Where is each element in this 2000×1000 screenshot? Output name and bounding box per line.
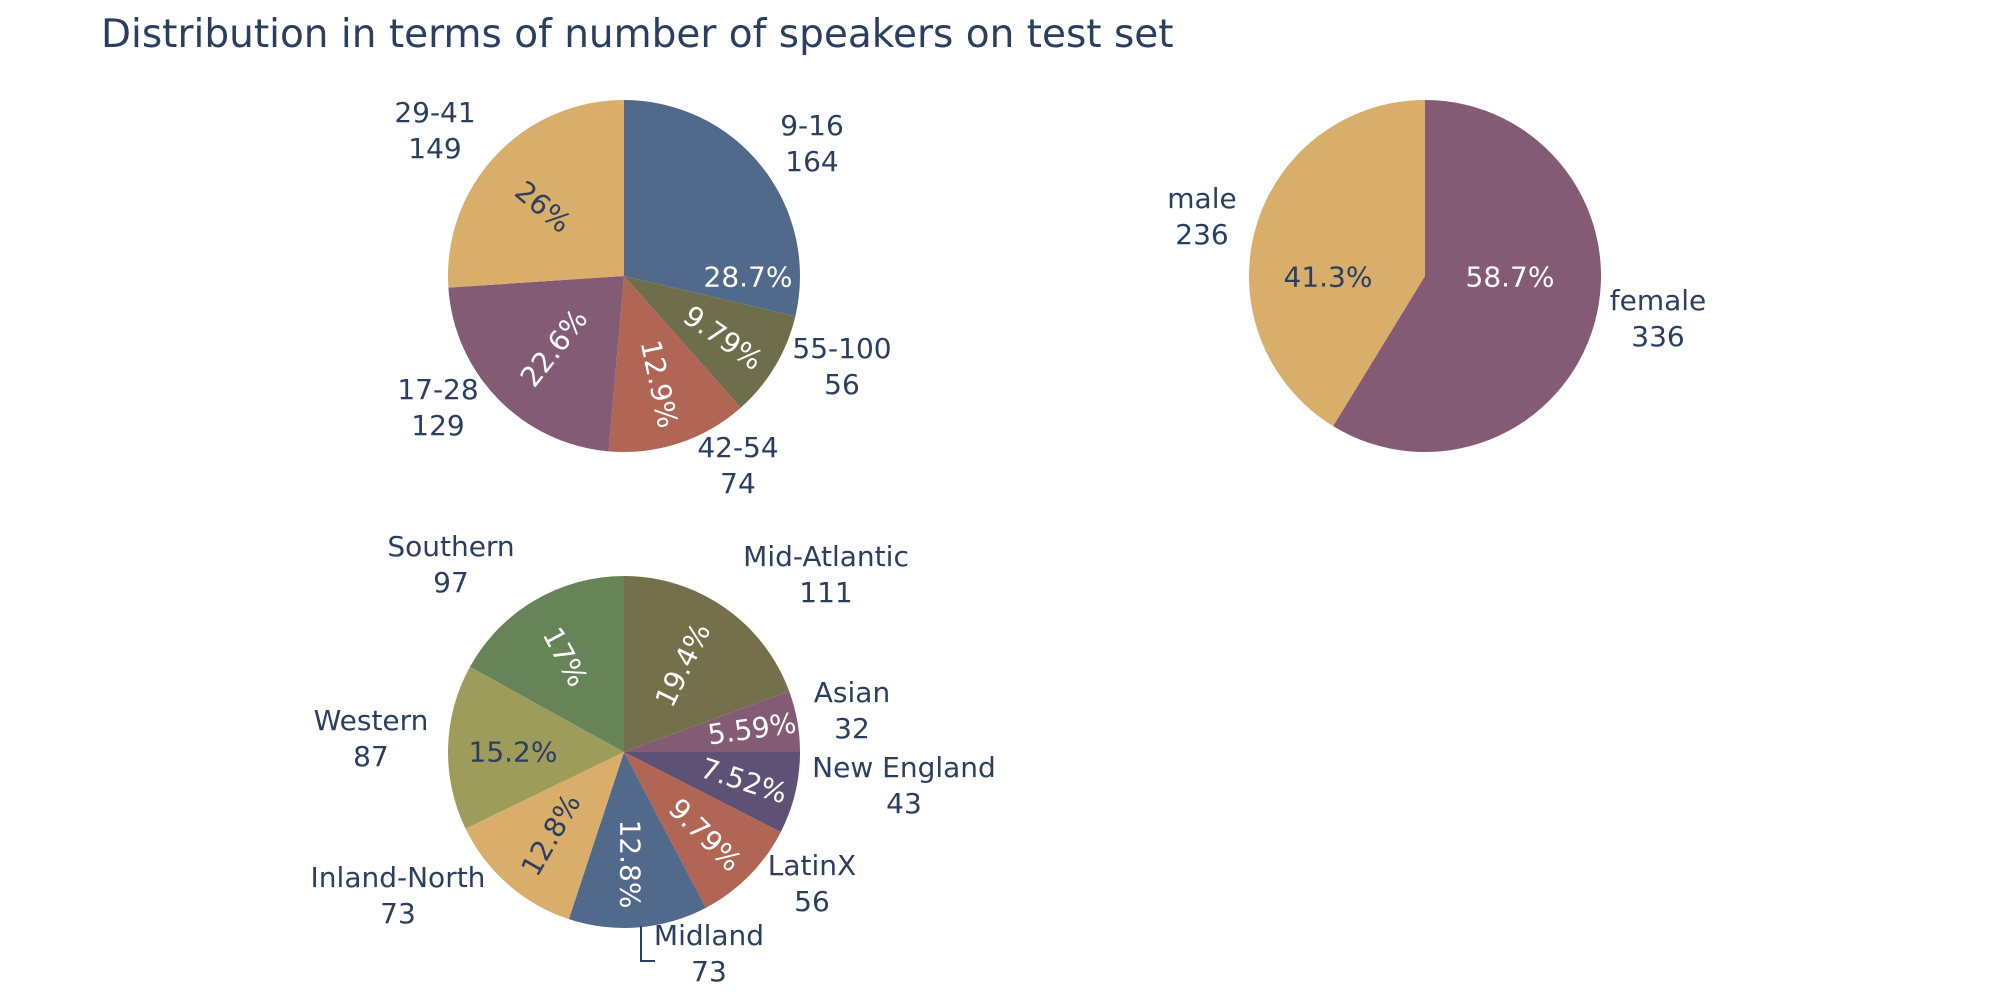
slice-label-name: Midland [654,919,764,952]
slice-label-29-41: 29-41 149 [394,96,475,165]
slice-label-value: 56 [794,885,830,918]
page-title: Distribution in terms of number of speak… [101,12,1174,57]
slice-label-asian: Asian 32 [814,676,890,745]
slice-label-name: Southern [387,530,514,563]
slice-label-value: 97 [433,566,469,599]
pie-slice-latinx[interactable] [624,752,781,908]
pie-slice-female[interactable] [1333,100,1601,452]
slice-label-name: female [1610,284,1707,317]
slice-label-value: 87 [353,740,389,773]
slice-label-value: 129 [411,409,464,442]
slice-label-name: 9-16 [780,109,844,142]
slice-label-male: male 236 [1167,182,1236,251]
slice-label-new-england: New England 43 [812,751,996,820]
pie-slice-55-100[interactable] [624,276,796,408]
slice-label-17-28: 17-28 129 [397,373,478,442]
pie-slice-9-16[interactable] [624,100,801,317]
slice-label-name: 29-41 [394,96,475,129]
slice-label-name: Western [314,704,429,737]
pie-chart-gender: 58.7% 41.3% female 336 male 236 [1167,100,1706,452]
slice-label-female: female 336 [1610,284,1707,353]
pie-slice-29-41[interactable] [448,99,624,288]
slice-percent-female: 58.7% [1466,261,1555,294]
slice-label-value: 164 [785,145,838,178]
slice-percent-western: 15.2% [469,736,558,769]
pie-slice-17-28[interactable] [448,276,624,452]
slice-label-name: Mid-Atlantic [743,540,909,573]
pie-slice-42-54[interactable] [608,276,741,452]
slice-label-name: 17-28 [397,373,478,406]
slice-label-value: 236 [1175,218,1228,251]
slice-label-value: 56 [824,368,860,401]
slice-label-name: LatinX [768,849,856,882]
slice-label-name: 42-54 [697,431,778,464]
slice-label-value: 111 [799,576,852,609]
slice-label-value: 336 [1631,320,1684,353]
slice-label-value: 32 [834,712,870,745]
slice-label-55-100: 55-100 56 [792,332,891,401]
pie-slice-inland-north[interactable] [465,752,624,920]
pie-slice-western[interactable] [448,666,624,829]
pie-slice-midland[interactable] [568,752,706,928]
slice-label-name: 55-100 [792,332,891,365]
slice-label-value: 74 [720,467,756,500]
leader-line-midland [640,926,655,962]
slice-label-latinx: LatinX 56 [768,849,856,918]
slice-label-inland-north: Inland-North 73 [311,861,486,930]
pie-slice-southern[interactable] [469,576,624,752]
slice-label-value: 43 [886,787,922,820]
slice-percent-male: 41.3% [1284,261,1373,294]
pie-slice-asian[interactable] [624,691,800,752]
pie-slice-mid-atlantic[interactable] [624,576,790,752]
slice-percent-midland: 12.8% [614,820,647,909]
slice-label-value: 73 [691,955,727,988]
slice-label-name: male [1167,182,1236,215]
slice-label-value: 149 [408,132,461,165]
slice-label-name: Asian [814,676,890,709]
pie-chart-region: 19.4%5.59%7.52%9.79%12.8%12.8%15.2%17%Mi… [311,530,996,988]
slice-label-western: Western 87 [314,704,429,773]
slice-label-name: Inland-North [311,861,486,894]
slice-percent-9-16: 28.7% [704,261,793,294]
pie-slice-male[interactable] [1249,100,1425,427]
pie-slice-new-england[interactable] [624,752,800,833]
slice-label-42-54: 42-54 74 [697,431,778,500]
slice-label-9-16: 9-16 164 [780,109,844,178]
slice-label-name: New England [812,751,996,784]
slice-label-southern: Southern 97 [387,530,514,599]
slice-label-value: 73 [380,897,416,930]
slice-label-mid-atlantic: Mid-Atlantic 111 [743,540,909,609]
slice-label-midland: Midland 73 [654,919,764,988]
